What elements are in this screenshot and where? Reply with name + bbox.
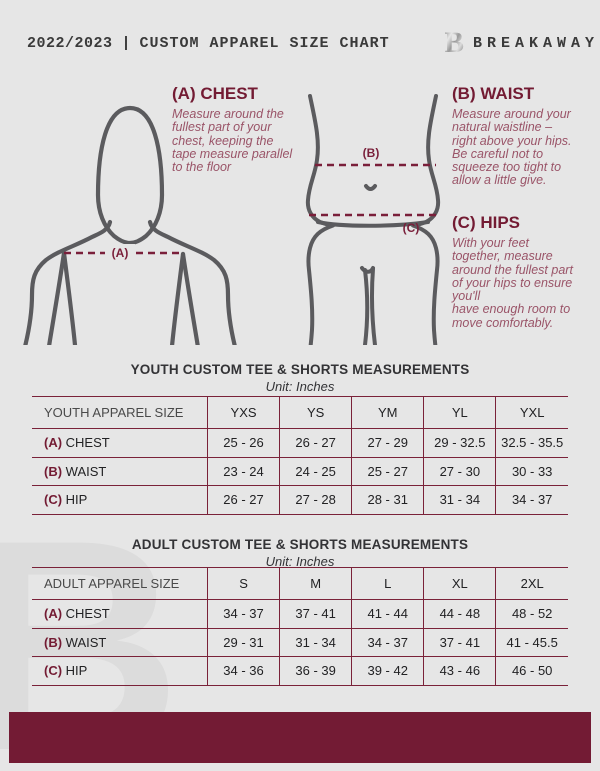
svg-text:B: B — [445, 29, 464, 57]
svg-text:(B): (B) — [363, 146, 380, 160]
svg-text:(A): (A) — [112, 246, 129, 260]
svg-text:(C): (C) — [403, 221, 420, 235]
